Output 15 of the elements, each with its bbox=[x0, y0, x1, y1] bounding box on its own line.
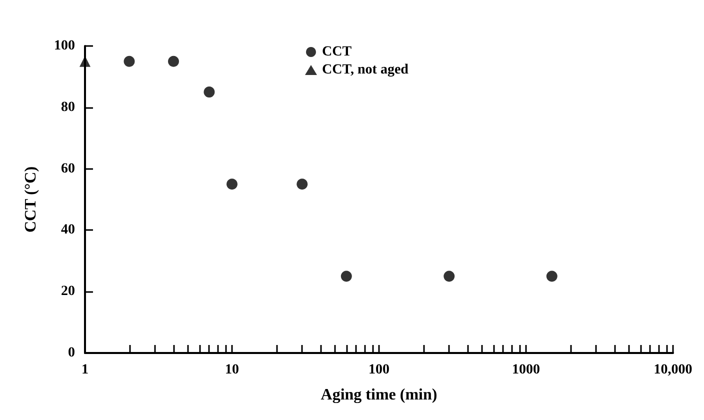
legend-label: CCT, not aged bbox=[322, 62, 409, 78]
y-tick-label: 20 bbox=[61, 284, 75, 300]
x-tick-label: 1000 bbox=[512, 362, 540, 378]
x-tick-label: 100 bbox=[368, 362, 390, 378]
y-axis-title: CCT (°C) bbox=[22, 166, 40, 233]
y-tick-label: 80 bbox=[61, 100, 75, 115]
x-tick-label: 1 bbox=[82, 362, 88, 378]
legend-label: CCT bbox=[322, 44, 352, 60]
x-tick-label: 10 bbox=[225, 362, 239, 378]
y-tick-label: 0 bbox=[68, 346, 75, 360]
y-tick-label: 40 bbox=[61, 222, 75, 238]
y-tick-label: 100 bbox=[54, 38, 75, 54]
x-axis-title: Aging time (min) bbox=[320, 386, 438, 404]
x-tick-label: 10,000 bbox=[654, 362, 692, 378]
y-tick-label: 60 bbox=[61, 161, 75, 176]
